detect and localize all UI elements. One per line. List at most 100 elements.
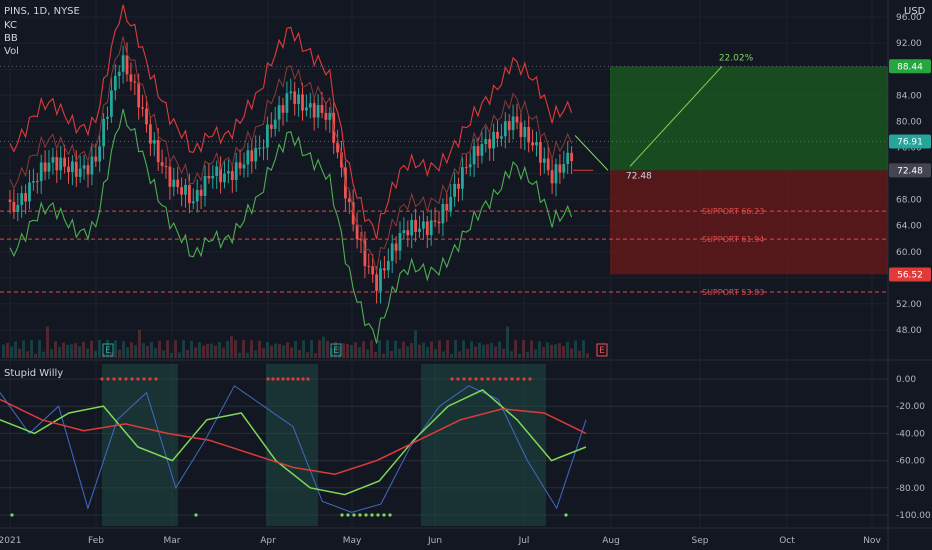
x-tick-label: May <box>343 536 362 546</box>
volume-bar <box>542 347 545 358</box>
osc-y-tick-label: -60.00 <box>896 457 925 467</box>
volume-bar <box>214 345 217 358</box>
volume-bar <box>578 350 581 358</box>
volume-bar <box>70 344 73 358</box>
lower-pane-title[interactable]: Stupid Willy <box>4 368 64 379</box>
candle-body <box>340 152 343 168</box>
volume-bar <box>14 341 17 358</box>
osc-signal-dot-red <box>468 377 472 381</box>
candle-body <box>180 187 183 195</box>
indicator-kc-label[interactable]: KC <box>4 20 17 31</box>
candle-body <box>137 82 141 108</box>
candle-body <box>519 122 523 138</box>
candle-body <box>297 94 300 104</box>
osc-signal-dot-red <box>510 377 514 381</box>
osc-signal-dot-red <box>281 377 285 381</box>
candle-body <box>250 150 254 162</box>
volume-bar <box>246 352 249 358</box>
osc-signal-dot-green <box>352 513 356 517</box>
kc-lower-band <box>9 108 573 344</box>
candle-body <box>496 131 499 139</box>
candle-body <box>82 165 86 169</box>
volume-bar <box>318 340 321 358</box>
entry-arrow <box>574 135 609 171</box>
candle-body <box>476 146 480 156</box>
earnings-marker-text: E <box>105 346 111 356</box>
volume-bar <box>546 342 549 358</box>
volume-bar <box>238 352 241 358</box>
candle-body <box>55 157 59 171</box>
osc-signal-dot-red <box>136 377 140 381</box>
candle-body <box>47 162 51 172</box>
candle-body <box>464 167 468 169</box>
volume-bar <box>486 344 489 358</box>
volume-bar <box>490 342 493 358</box>
earnings-marker <box>330 343 342 357</box>
volume-bar <box>30 340 33 358</box>
volume-bar <box>118 349 121 358</box>
candle-body <box>156 140 160 163</box>
candle-body <box>8 199 12 202</box>
stop-price-badge-text: 56.52 <box>897 270 923 280</box>
volume-bar <box>82 341 85 358</box>
candle-body <box>71 161 74 173</box>
candle-body <box>43 162 47 172</box>
osc-y-tick-label: 0.00 <box>896 375 916 385</box>
candle-body <box>168 166 172 187</box>
volume-bar <box>290 347 293 358</box>
volume-bar <box>538 341 541 358</box>
candle-body <box>74 161 78 177</box>
candle-body <box>367 265 371 267</box>
profit-zone <box>610 66 888 171</box>
volume-bar <box>182 340 185 358</box>
candle-body <box>492 131 495 149</box>
candle-body <box>94 156 98 162</box>
volume-bar <box>394 340 397 358</box>
volume-bar <box>130 342 133 358</box>
osc-green-line <box>0 389 587 496</box>
volume-bar <box>158 340 161 358</box>
candle-body <box>445 203 449 211</box>
volume-bar <box>418 344 421 358</box>
current-price-badge <box>889 134 931 149</box>
volume-bar <box>310 340 313 358</box>
osc-signal-dot-red <box>130 377 134 381</box>
osc-signal-dot-red <box>124 377 128 381</box>
volume-bar <box>518 353 521 358</box>
volume-bar <box>126 347 129 358</box>
osc-signal-dot-red <box>276 377 280 381</box>
volume-bar <box>206 343 209 358</box>
x-tick-label: Apr <box>260 536 276 546</box>
candle-body <box>418 228 421 232</box>
candle-body <box>562 163 566 173</box>
candle-body <box>281 105 285 113</box>
indicator-vol-label[interactable]: Vol <box>4 46 19 57</box>
volume-bar <box>106 340 109 358</box>
osc-signal-dot-red <box>291 377 295 381</box>
osc-signal-dot-green <box>388 513 392 517</box>
volume-bar <box>2 344 5 358</box>
candle-body <box>32 181 35 183</box>
osc-signal-dot-red <box>504 377 508 381</box>
osc-signal-dot-red <box>286 377 290 381</box>
candle-body <box>511 116 515 131</box>
gain-text: 22.02% <box>719 53 754 63</box>
entry-price-badge <box>889 163 931 178</box>
volume-bar <box>302 340 305 358</box>
volume-bar <box>346 344 349 358</box>
volume-bar <box>46 326 49 358</box>
symbol-title: PINS, 1D, NYSE <box>4 6 80 17</box>
candle-body <box>215 166 219 176</box>
volume-bar <box>446 340 449 358</box>
candle-body <box>258 147 261 149</box>
y-tick-label: 48.00 <box>896 326 922 336</box>
osc-signal-dot-green <box>364 513 368 517</box>
osc-signal-dot-red <box>522 377 526 381</box>
candle-body <box>207 176 211 179</box>
osc-shaded-region <box>266 364 318 526</box>
indicator-bb-label[interactable]: BB <box>4 33 18 44</box>
entry-text: 72.48 <box>626 171 652 181</box>
volume-bar <box>34 353 37 358</box>
x-tick-label: Jul <box>518 536 530 546</box>
